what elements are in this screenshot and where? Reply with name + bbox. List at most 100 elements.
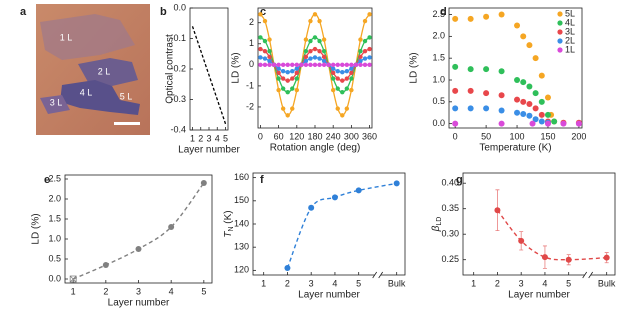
y-label-unit: (K) (223, 210, 234, 226)
x-tick-label: 0 (258, 131, 263, 141)
y-axis-label: LD (%) (231, 52, 242, 83)
data-point (330, 66, 336, 71)
data-point (544, 94, 551, 101)
y-axis-label: βLD (431, 217, 443, 233)
y-tick-label: 0.0 (48, 273, 61, 283)
data-point (303, 58, 309, 64)
data-point (532, 55, 539, 62)
plot-frame (189, 7, 229, 131)
data-point (498, 68, 505, 75)
data-point (560, 120, 567, 127)
x-tick-label: 2 (198, 133, 203, 143)
y-label-main: β (431, 225, 442, 232)
data-point (262, 48, 268, 54)
legend-marker (557, 38, 563, 44)
data-point (340, 78, 345, 83)
data-point (541, 254, 548, 261)
data-point (321, 62, 327, 68)
x-tick-label: 1 (190, 133, 195, 143)
data-point (303, 62, 309, 68)
data-point (514, 96, 521, 103)
data-point (285, 90, 290, 95)
x-tick-label: 4 (332, 278, 337, 288)
data-point (321, 37, 327, 42)
panel-a: a (20, 4, 150, 135)
y-tick-label: 0.30 (441, 229, 459, 239)
data-point (335, 68, 340, 74)
data-point (326, 62, 331, 68)
data-point (349, 70, 354, 76)
plot-frame (257, 7, 373, 129)
x-tick-label: 2 (495, 278, 500, 288)
data-point (532, 90, 539, 97)
data-point (498, 107, 505, 114)
flake-4l (60, 80, 140, 115)
data-line (191, 26, 227, 125)
data-point (271, 62, 277, 68)
y-label-sub: LD (436, 217, 443, 226)
legend-marker (557, 47, 563, 53)
data-point (308, 62, 313, 68)
x-tick-label: 5 (223, 133, 228, 143)
plot-frame (252, 172, 406, 276)
data-point (294, 66, 300, 71)
data-point (321, 48, 327, 54)
y-tick-label: 0.25 (441, 254, 459, 264)
x-tick-label: 4 (542, 278, 547, 288)
data-point (362, 38, 368, 44)
plot-frame (448, 7, 583, 129)
data-point (69, 275, 77, 283)
y-tick-label: 2.5 (48, 173, 61, 183)
y-axis-label: Optical contrast (165, 34, 176, 104)
data-point (312, 55, 318, 60)
data-point (520, 111, 527, 118)
data-point (312, 62, 318, 68)
x-axis-label: Layer number (108, 298, 170, 309)
x-tick-label: Bulk (388, 278, 406, 288)
data-point (321, 54, 327, 60)
data-point (280, 68, 286, 74)
data-point (344, 106, 350, 111)
x-tick-label: 150 (540, 131, 555, 141)
data-point (258, 62, 263, 68)
data-point (308, 56, 313, 61)
data-point (526, 42, 533, 49)
data-point (483, 90, 490, 97)
data-point (467, 66, 474, 73)
data-point (267, 62, 272, 68)
data-point (258, 46, 263, 52)
data-point (335, 86, 340, 91)
y-tick-label: 0.35 (441, 203, 459, 213)
data-point (367, 35, 372, 40)
y-tick-label: 2.0 (432, 31, 445, 41)
plot-frame (462, 172, 616, 276)
data-point (349, 76, 354, 81)
x-axis-label: Layer number (508, 290, 570, 301)
data-point (355, 187, 362, 194)
data-point (312, 35, 318, 40)
data-point (358, 48, 363, 54)
legend-label: 3L (565, 26, 575, 36)
data-point (526, 83, 533, 90)
data-point (267, 58, 272, 64)
data-point (330, 87, 336, 93)
panel-letter: c (260, 6, 266, 18)
x-tick-label: 2 (103, 286, 108, 296)
layer-label: 1 L (60, 32, 73, 42)
data-point (330, 70, 336, 76)
flake-3l (40, 95, 70, 114)
data-point (358, 58, 363, 64)
data-point (308, 204, 315, 211)
data-point (358, 62, 363, 68)
data-point (483, 105, 490, 112)
data-point (294, 87, 300, 93)
layer-label: 2 L (98, 66, 111, 76)
data-point (262, 62, 268, 68)
y-tick-label: 0.5 (48, 253, 61, 263)
x-tick-label: 240 (326, 131, 341, 141)
data-point (335, 76, 340, 81)
data-point (340, 90, 345, 95)
data-point (340, 70, 345, 75)
x-tick-label: 4 (169, 286, 174, 296)
data-point (276, 76, 281, 81)
